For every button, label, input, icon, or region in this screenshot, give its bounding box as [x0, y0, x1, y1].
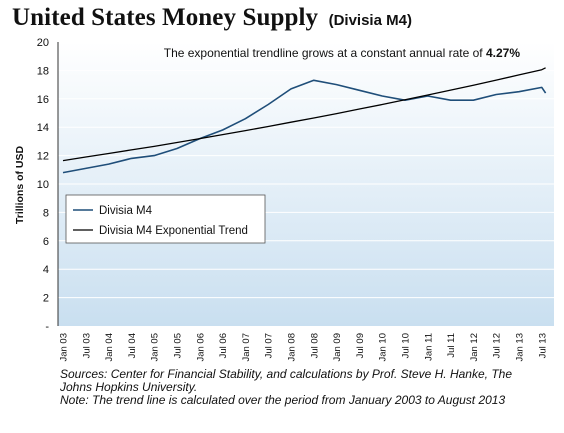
x-tick-label-12: Jan 09 [332, 333, 343, 362]
chart-subtitle: (Divisia M4) [328, 12, 412, 29]
x-tick-label-5: Jul 05 [173, 333, 184, 358]
legend-label-divisia: Divisia M4 [99, 205, 153, 217]
x-tick-label-20: Jan 13 [515, 333, 526, 362]
y-tick-label-20: 20 [37, 37, 49, 49]
y-tick-label-zero: - [45, 321, 49, 333]
y-axis-label: Trillions of USD [14, 145, 26, 224]
series-line-1 [62, 67, 546, 162]
y-tick-label-8: 8 [43, 207, 49, 219]
y-tick-label-14: 14 [37, 122, 49, 134]
x-tick-label-6: Jan 06 [195, 333, 206, 362]
y-tick-label-16: 16 [37, 94, 49, 106]
sources-line-1: Sources: Center for Financial Stability,… [60, 367, 512, 381]
y-tick-label-4: 4 [43, 264, 49, 276]
y-tick-label-2: 2 [43, 293, 49, 305]
x-tick-label-9: Jul 07 [264, 333, 275, 358]
legend: Divisia M4 Divisia M4 Exponential Trend [65, 194, 266, 244]
series-line-0 [62, 79, 547, 174]
y-tick-label-6: 6 [43, 236, 49, 248]
x-tick-label-2: Jan 04 [104, 333, 115, 362]
y-tick-label-18: 18 [37, 65, 49, 77]
x-tick-label-10: Jan 08 [287, 333, 298, 362]
x-tick-label-1: Jul 03 [81, 333, 92, 358]
y-tick-labels: 2 4 6 8 10 12 14 16 18 20 - [37, 37, 50, 333]
sources-note-line: Note: The trend line is calculated over … [60, 393, 506, 407]
x-tick-label-13: Jul 09 [355, 333, 366, 358]
x-tick-label-21: Jul 13 [537, 333, 548, 358]
x-tick-label-16: Jan 11 [423, 333, 434, 361]
y-tick-label-10: 10 [37, 179, 49, 191]
x-tick-label-15: Jul 10 [401, 333, 412, 358]
legend-label-trend: Divisia M4 Exponential Trend [99, 225, 248, 237]
sources-line-2: Johns Hopkins University. [60, 380, 198, 394]
trend-annotation: The exponential trendline grows at a con… [164, 46, 521, 60]
x-tick-label-14: Jan 10 [378, 333, 389, 362]
x-tick-label-8: Jan 07 [241, 333, 252, 362]
chart-title: United States Money Supply [12, 4, 319, 31]
x-tick-label-7: Jul 06 [218, 333, 229, 358]
y-tick-label-12: 12 [37, 151, 49, 163]
x-tick-label-17: Jul 11 [446, 333, 457, 358]
x-tick-label-19: Jul 12 [492, 333, 503, 358]
series-layer [62, 67, 547, 174]
x-tick-label-4: Jan 05 [150, 333, 161, 362]
trend-annotation-text: The exponential trendline grows at a con… [164, 46, 486, 60]
legend-box [65, 194, 266, 244]
x-tick-label-0: Jan 03 [59, 333, 70, 362]
sources-note: Sources: Center for Financial Stability,… [60, 368, 512, 407]
x-tick-label-18: Jan 12 [469, 333, 480, 362]
x-tick-label-3: Jul 04 [127, 333, 138, 358]
trend-rate-value: 4.27% [486, 46, 520, 60]
x-tick-label-11: Jul 08 [309, 333, 320, 358]
x-tick-labels: Jan 03 Jul 03 Jan 04 Jul 04 Jan 05 Jul 05 Jan … [59, 333, 549, 362]
chart-title-block: United States Money Supply (Divisia M4) [12, 4, 412, 32]
